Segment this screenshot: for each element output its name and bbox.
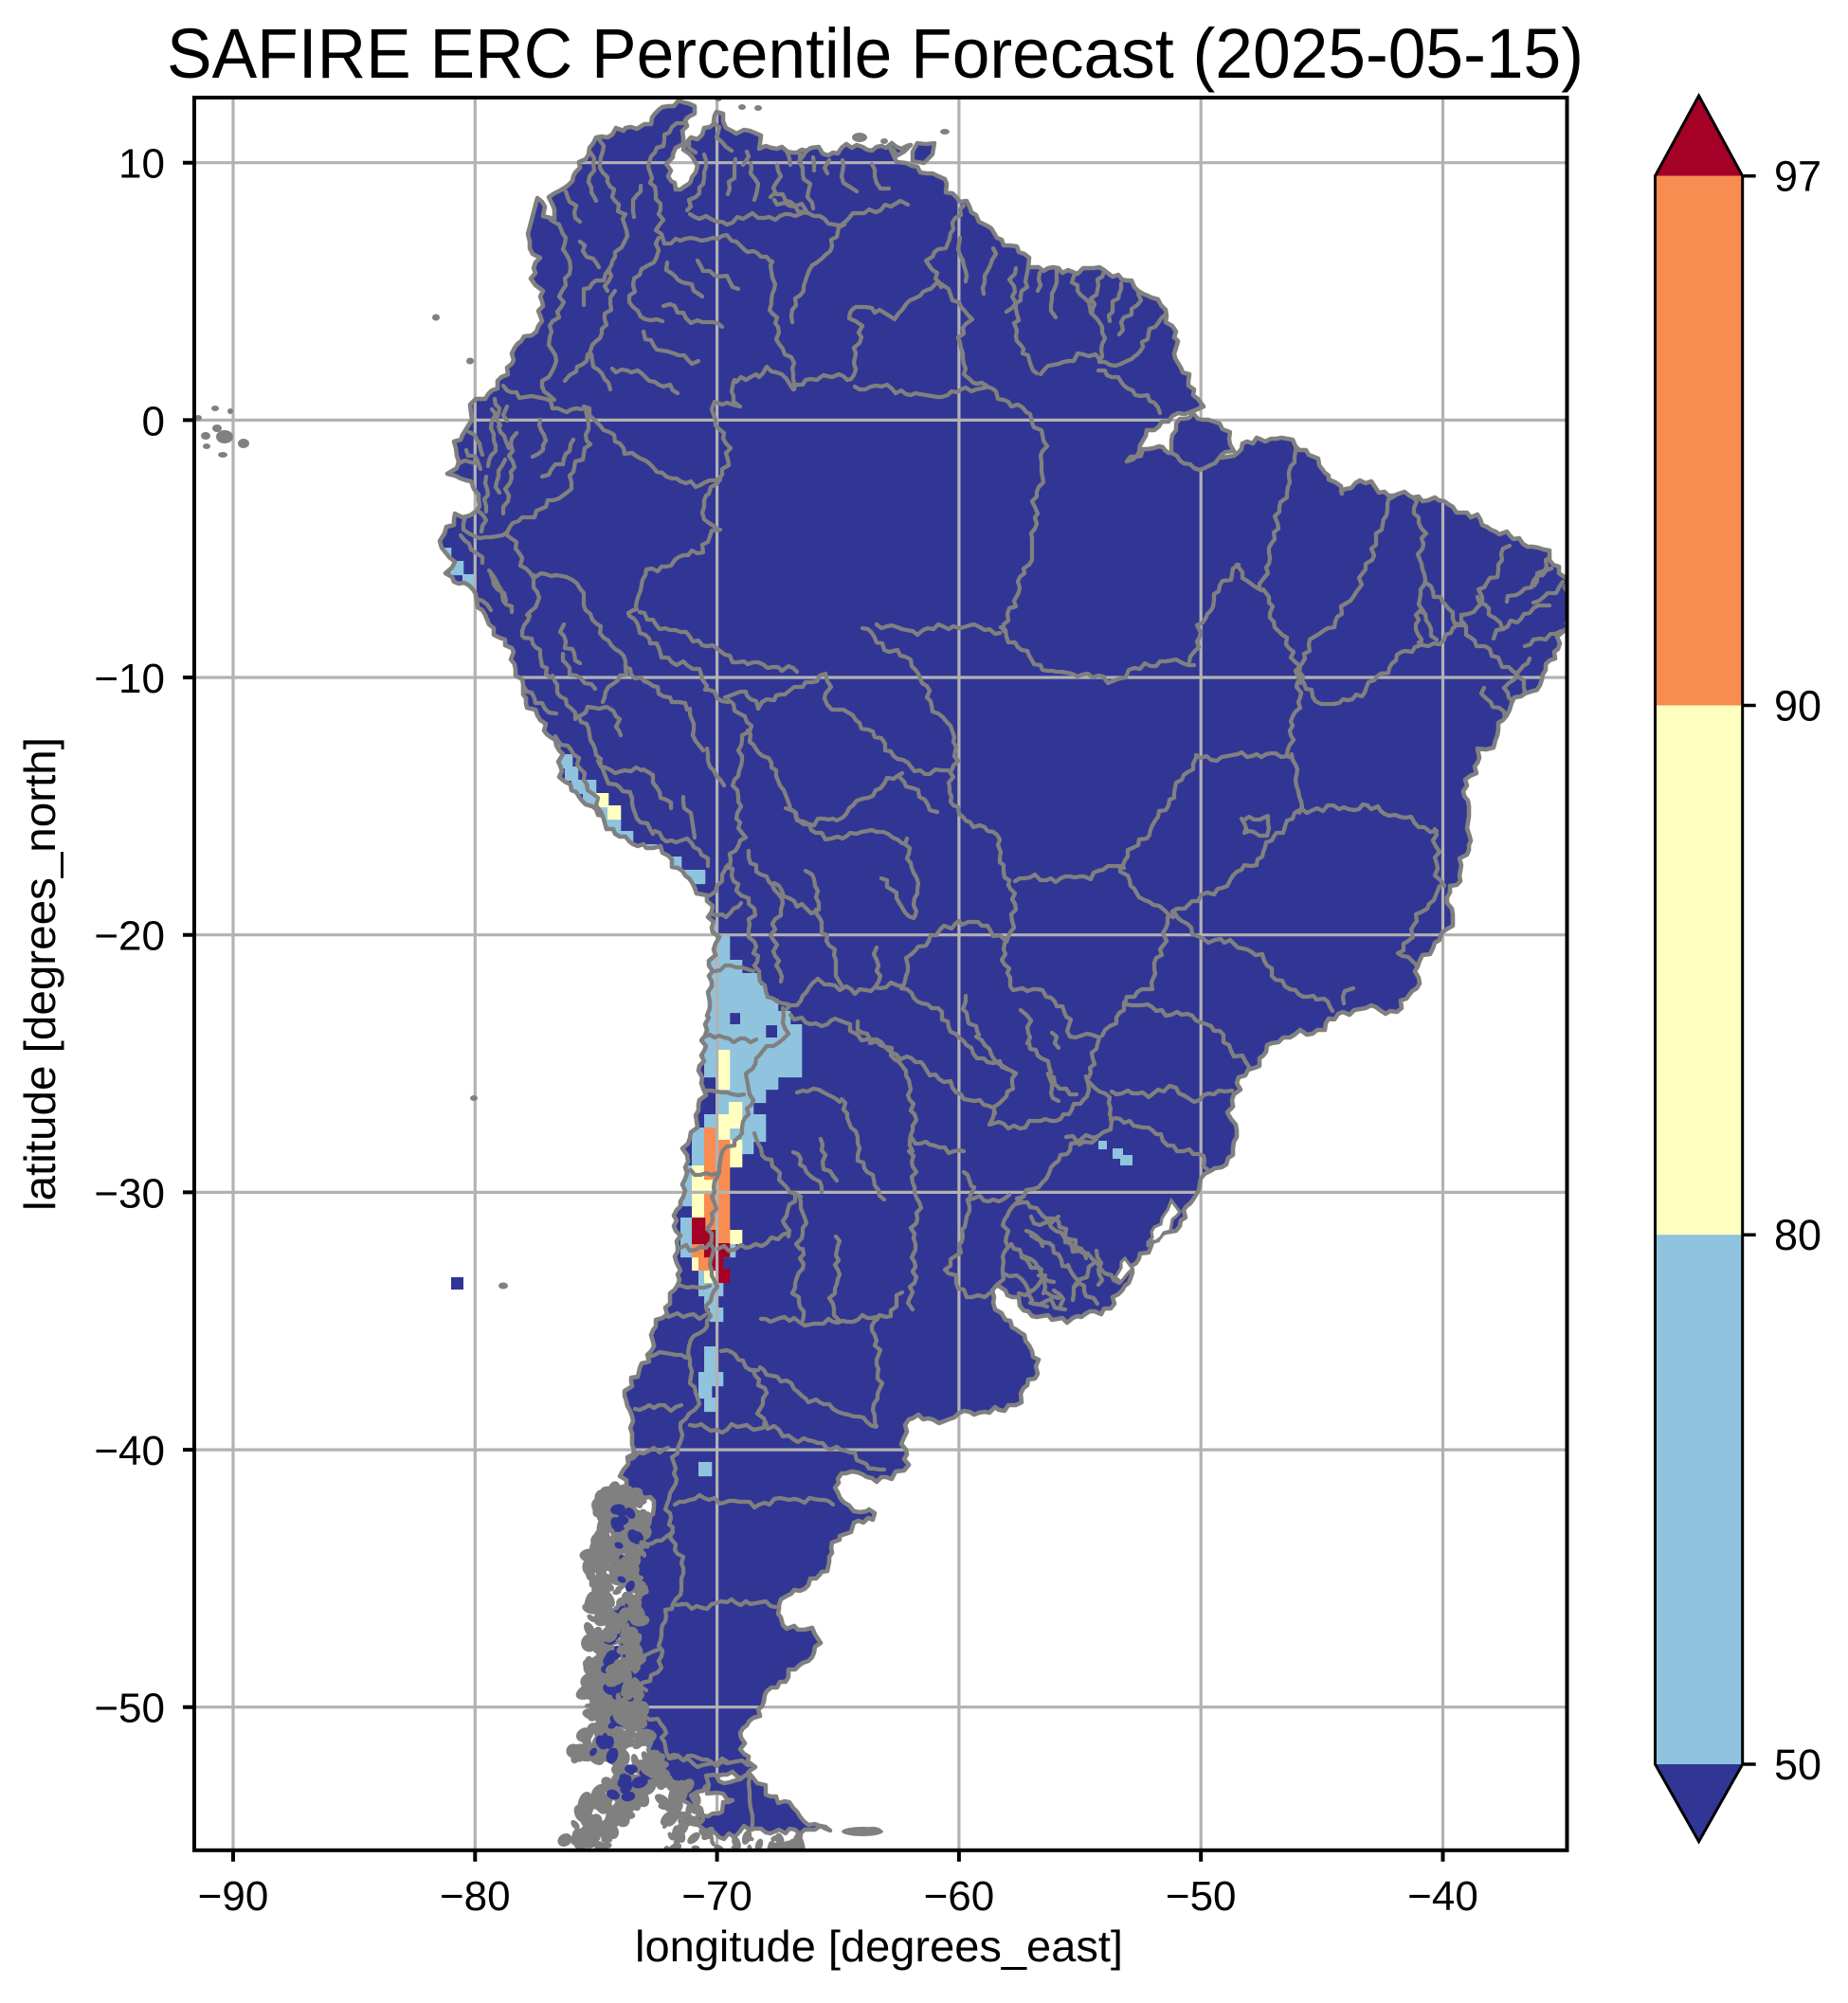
- svg-text:−20: −20: [94, 913, 165, 960]
- svg-text:97: 97: [1774, 153, 1821, 201]
- svg-text:10: 10: [118, 141, 165, 188]
- svg-text:−60: −60: [924, 1873, 995, 1920]
- svg-text:latitude [degrees_north]: latitude [degrees_north]: [15, 737, 64, 1211]
- svg-text:−70: −70: [681, 1873, 752, 1920]
- svg-text:80: 80: [1774, 1211, 1821, 1259]
- svg-text:−50: −50: [94, 1686, 165, 1732]
- svg-text:−40: −40: [1407, 1873, 1478, 1920]
- svg-text:−90: −90: [198, 1873, 269, 1920]
- svg-text:longitude [degrees_east]: longitude [degrees_east]: [635, 1922, 1123, 1971]
- svg-text:−50: −50: [1166, 1873, 1237, 1920]
- svg-text:−10: −10: [94, 656, 165, 702]
- svg-text:−30: −30: [94, 1170, 165, 1217]
- svg-text:−40: −40: [94, 1428, 165, 1474]
- svg-text:90: 90: [1774, 682, 1821, 731]
- svg-text:0: 0: [142, 398, 165, 444]
- svg-text:SAFIRE ERC Percentile Forecast: SAFIRE ERC Percentile Forecast (2025-05-…: [167, 14, 1584, 93]
- svg-text:−80: −80: [440, 1873, 511, 1920]
- svg-text:50: 50: [1774, 1741, 1821, 1789]
